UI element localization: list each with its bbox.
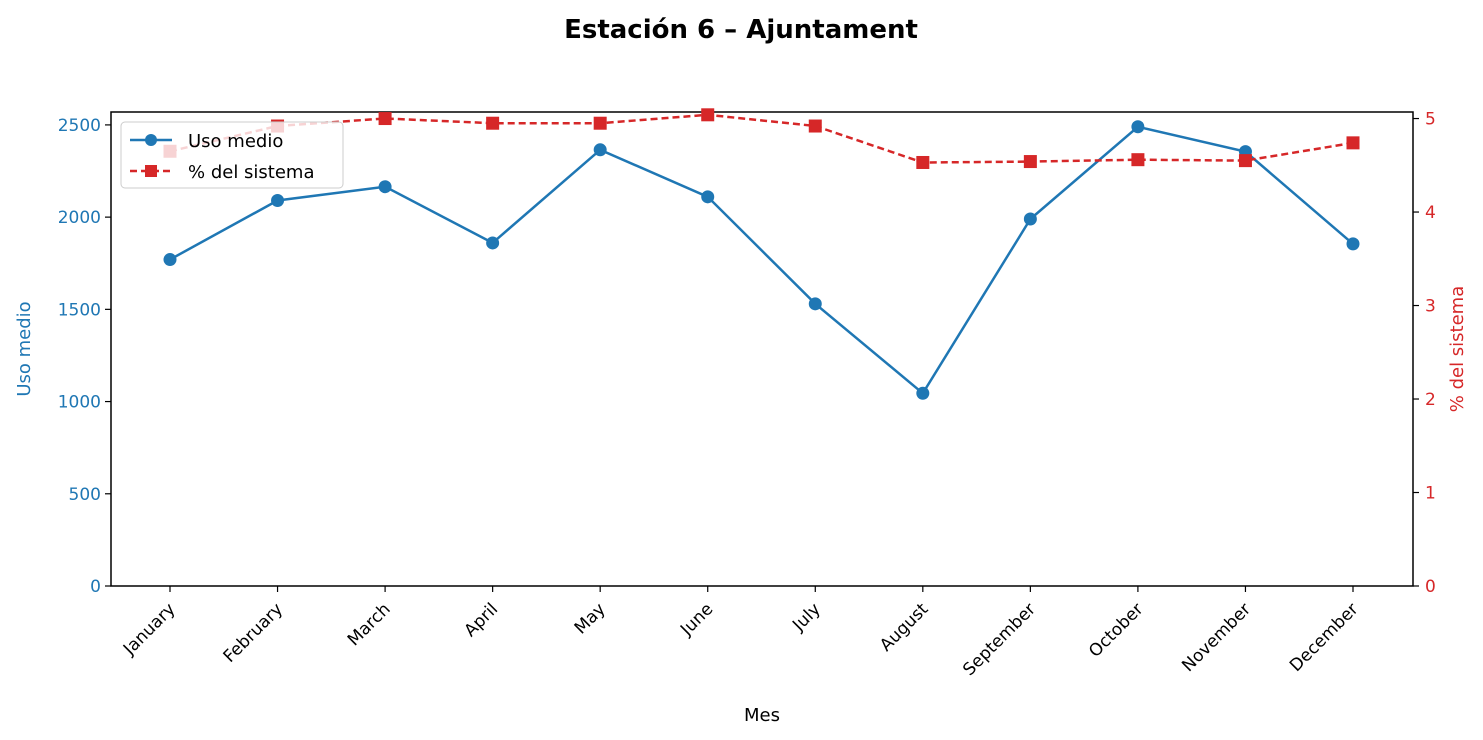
right-y-tick-label: 0 [1425, 577, 1436, 597]
x-tick-label: November [1178, 599, 1255, 676]
left-y-axis: 0 500 1000 1500 2000 2500 [58, 116, 111, 597]
legend-swatch-sistema-marker [145, 165, 157, 177]
series-1-point [486, 116, 500, 130]
left-y-tick-label: 1000 [58, 393, 101, 413]
x-tick-label: December [1286, 599, 1362, 675]
right-y-tick-label: 4 [1425, 203, 1436, 223]
series-0-point [701, 190, 715, 204]
legend-box [120, 121, 344, 189]
series-line-0 [169, 125, 1354, 396]
x-tick-label: April [461, 599, 503, 641]
series-1-point [1023, 155, 1037, 169]
series-line-1 [169, 113, 1354, 164]
series-0-point [163, 253, 177, 267]
series-0-point [271, 194, 285, 208]
x-tick-label: February [220, 599, 287, 666]
left-y-tick-label: 1500 [58, 300, 101, 320]
series-1-point [378, 112, 392, 126]
series-0-point [1131, 120, 1145, 134]
chart-title: Estación 6 – Ajuntament [564, 15, 918, 45]
series-0-point [486, 236, 500, 250]
series-1-point [1346, 136, 1360, 150]
legend-swatch-uso-medio-marker [145, 134, 157, 146]
x-tick-label: March [344, 599, 395, 650]
left-y-tick-label: 2500 [58, 116, 101, 136]
left-y-tick-label: 0 [90, 577, 101, 597]
x-tick-label: October [1085, 599, 1147, 661]
series-0-point [378, 180, 392, 194]
series-0-point [593, 143, 607, 157]
series-1-point [1131, 153, 1145, 167]
right-y-tick-label: 2 [1425, 390, 1436, 410]
series-1-point [916, 155, 930, 169]
series-0-point [1023, 212, 1037, 226]
legend: Uso medio % del sistema [120, 121, 344, 189]
x-axis-label: Mes [744, 705, 780, 726]
right-y-axis: 0 1 2 3 4 5 [1413, 110, 1436, 597]
plot-area-frame [110, 111, 1414, 587]
series-0-point [916, 386, 930, 400]
left-y-tick-label: 500 [69, 485, 101, 505]
right-y-axis-label: % del sistema [1447, 286, 1468, 413]
series-1-point [701, 108, 715, 122]
x-tick-label: August [876, 599, 932, 655]
x-tick-label: May [571, 599, 610, 638]
series-0-point [808, 297, 822, 311]
x-tick-label: January [119, 599, 179, 659]
x-tick-label: September [959, 599, 1040, 680]
left-y-axis-label: Uso medio [14, 301, 35, 396]
legend-label-uso-medio: Uso medio [188, 131, 283, 152]
series-0-point [1346, 237, 1360, 251]
x-tick-label: June [676, 599, 717, 640]
x-axis: January February March April May June July Augu… [119, 586, 1363, 680]
right-y-tick-label: 3 [1425, 297, 1436, 317]
series-1-point [1238, 154, 1252, 168]
right-y-tick-label: 5 [1425, 110, 1436, 130]
left-y-tick-label: 2000 [58, 208, 101, 228]
right-y-tick-label: 1 [1425, 484, 1436, 504]
series-1-point [808, 119, 822, 133]
series-1-point [593, 116, 607, 130]
legend-label-sistema: % del sistema [188, 162, 315, 183]
x-tick-label: July [788, 599, 824, 635]
